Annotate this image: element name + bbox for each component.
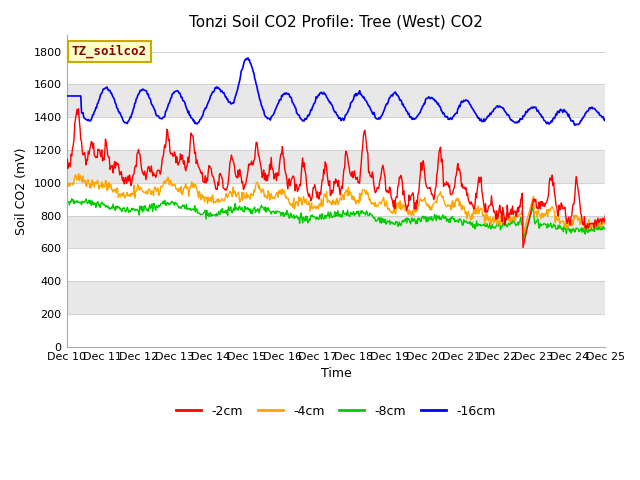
Title: Tonzi Soil CO2 Profile: Tree (West) CO2: Tonzi Soil CO2 Profile: Tree (West) CO2 xyxy=(189,15,483,30)
Bar xyxy=(67,52,605,84)
Text: TZ_soilco2: TZ_soilco2 xyxy=(72,45,147,58)
Bar xyxy=(67,216,605,248)
Bar xyxy=(67,150,605,183)
Bar xyxy=(67,281,605,314)
Bar xyxy=(67,183,605,216)
Bar xyxy=(67,248,605,281)
Legend: -2cm, -4cm, -8cm, -16cm: -2cm, -4cm, -8cm, -16cm xyxy=(172,400,500,423)
Bar xyxy=(67,314,605,347)
X-axis label: Time: Time xyxy=(321,367,351,380)
Bar xyxy=(67,117,605,150)
Bar xyxy=(67,84,605,117)
Y-axis label: Soil CO2 (mV): Soil CO2 (mV) xyxy=(15,147,28,235)
